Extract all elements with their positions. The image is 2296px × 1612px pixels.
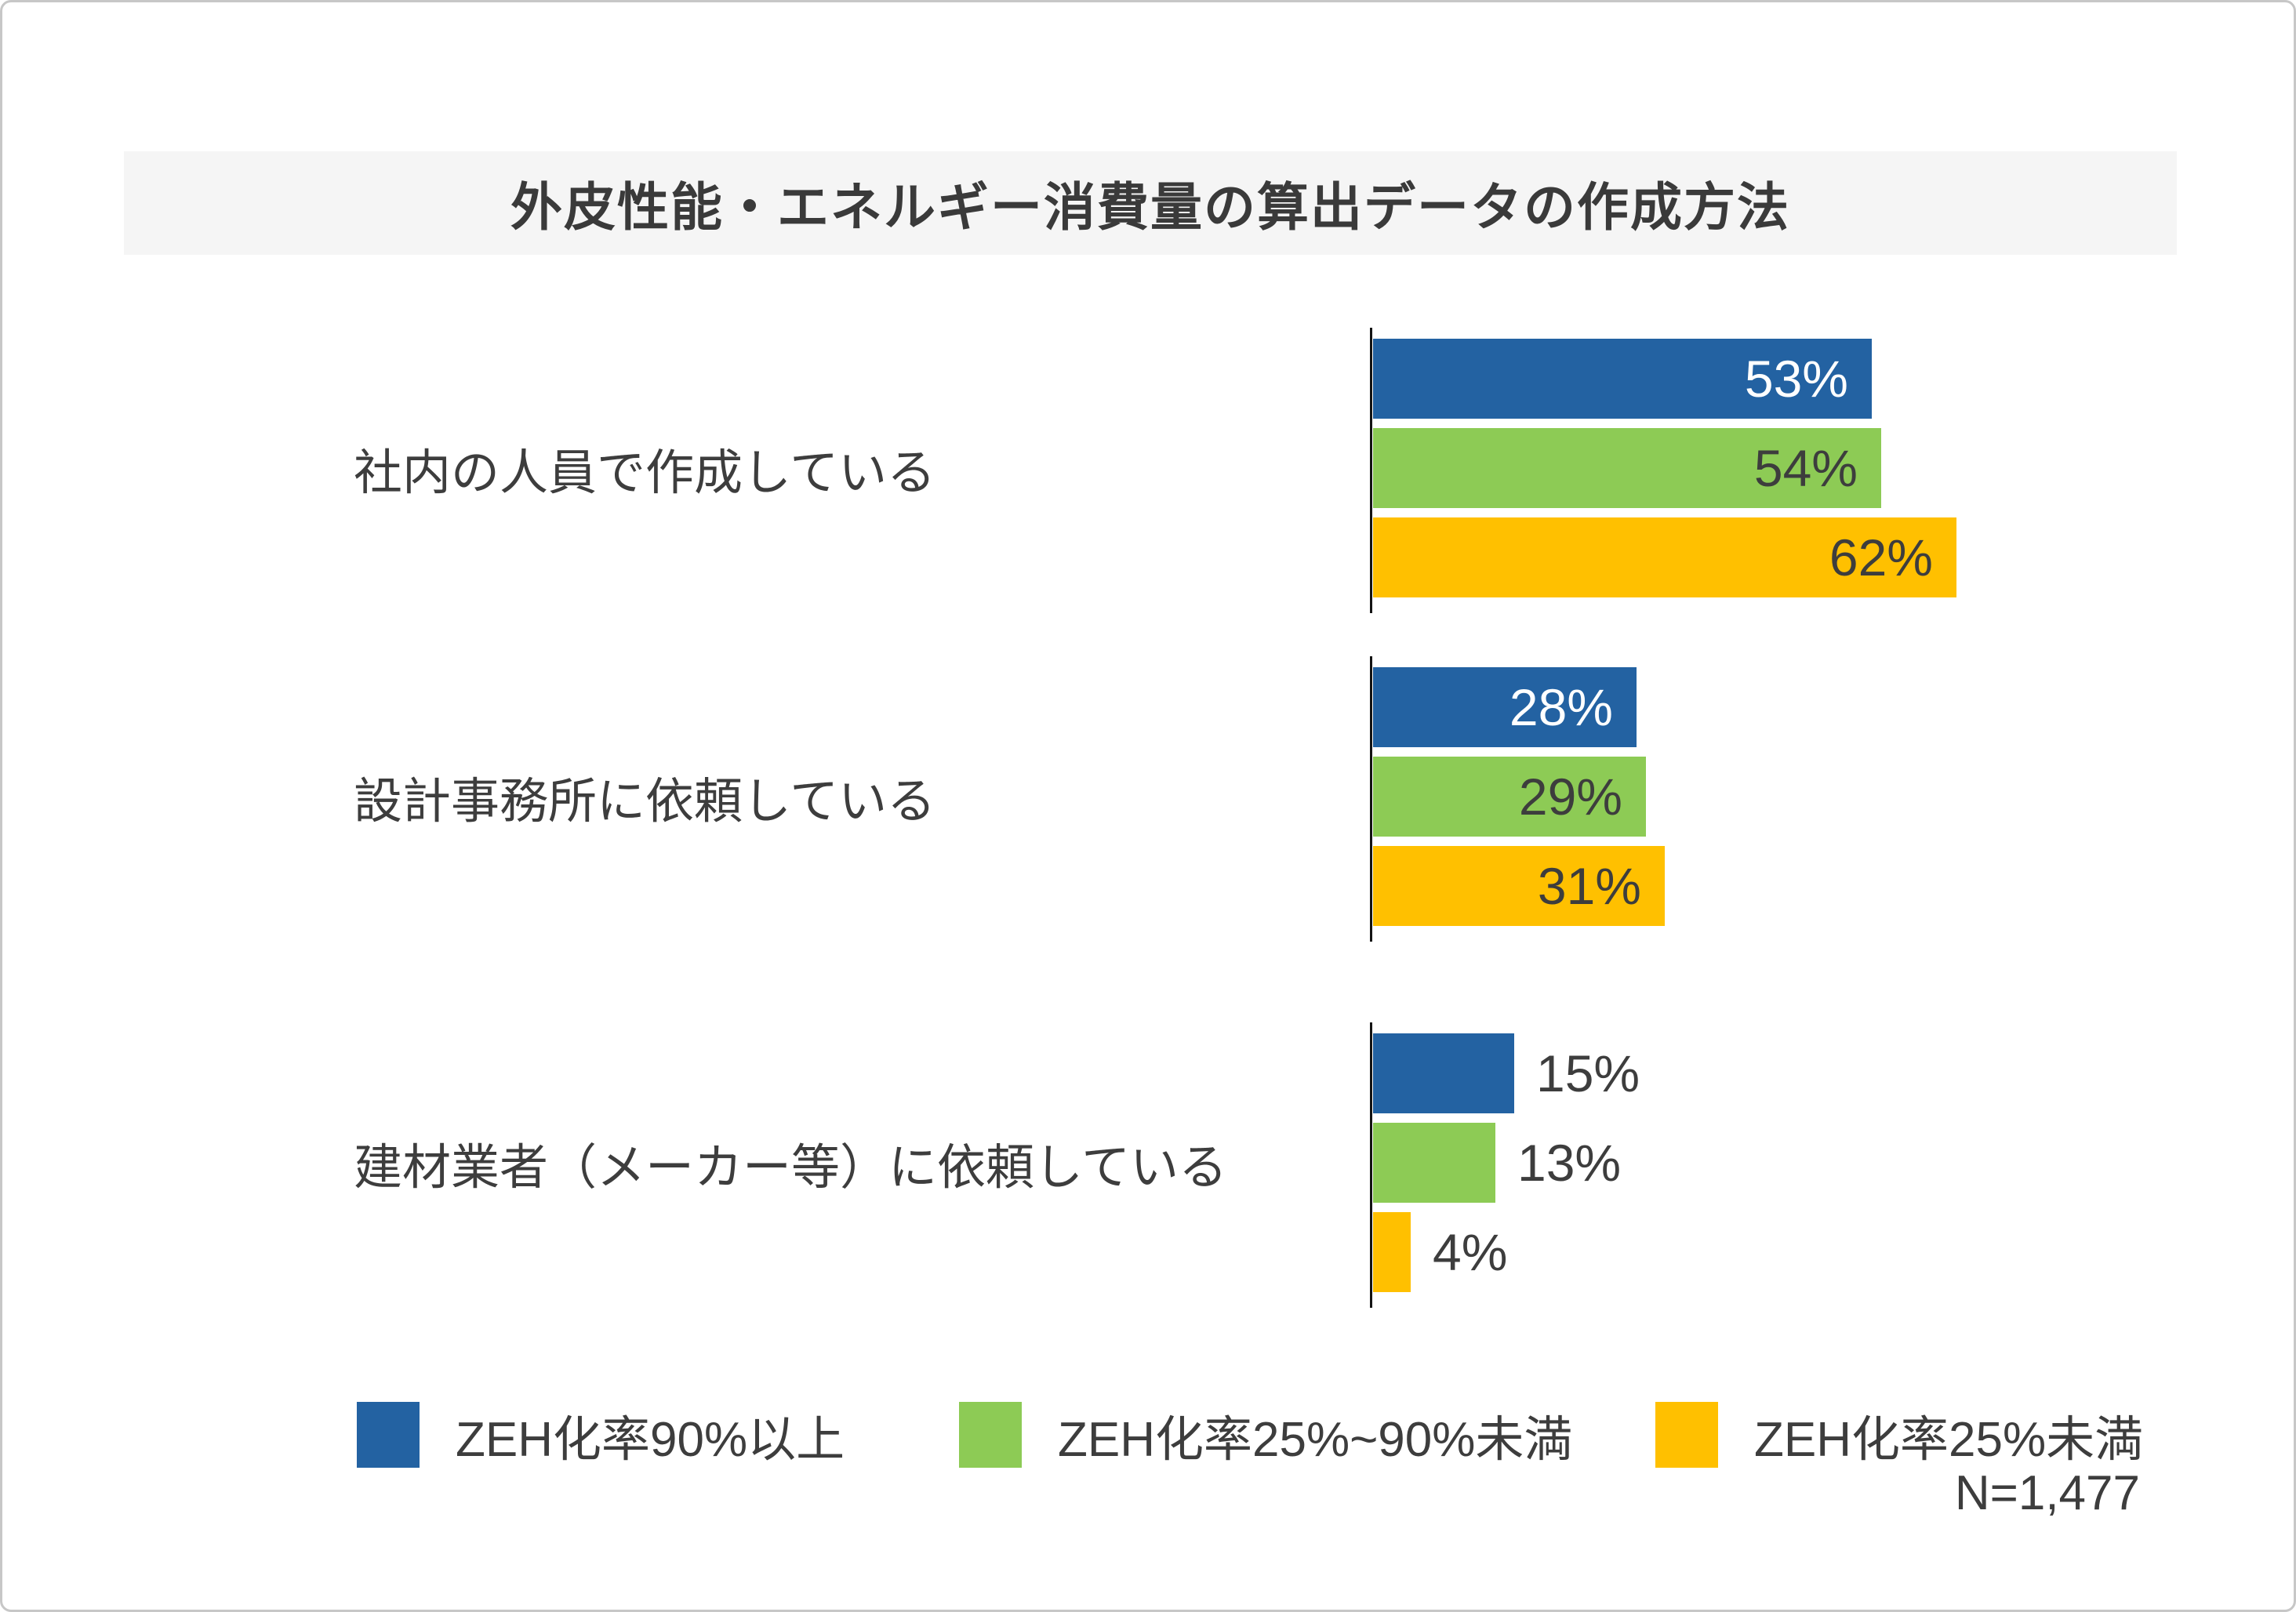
legend-label: ZEH化率25%未満 bbox=[1754, 1413, 2144, 1467]
bar-value-label: 62% bbox=[1829, 528, 1933, 586]
legend-item: ZEH化率90%以上 bbox=[357, 1400, 845, 1469]
bar-value-label: 31% bbox=[1537, 857, 1641, 915]
bar: 15% bbox=[1373, 1033, 1640, 1113]
legend-swatch bbox=[1655, 1402, 1718, 1468]
bar: 62% bbox=[1373, 517, 1956, 597]
axis-baseline bbox=[1370, 656, 1372, 942]
bar: 53% bbox=[1373, 339, 1872, 419]
category-label: 社内の人員で作成している bbox=[354, 446, 936, 500]
sample-size-note: N=1,477 bbox=[1954, 1466, 2140, 1520]
bar-value-label: 13% bbox=[1517, 1134, 1622, 1192]
bar: 4% bbox=[1373, 1212, 1507, 1292]
category-group: 設計事務所に依頼している 28% 29% 31% bbox=[2, 656, 2294, 942]
legend: ZEH化率90%以上 ZEH化率25%~90%未満 ZEH化率25%未満 bbox=[2, 1400, 2294, 1471]
bar: 31% bbox=[1373, 846, 1665, 926]
axis-baseline bbox=[1370, 328, 1372, 613]
chart-title-band: 外皮性能・エネルギー消費量の算出データの作成方法 bbox=[124, 151, 2177, 255]
bar-value-label: 28% bbox=[1509, 678, 1613, 736]
legend-swatch bbox=[959, 1402, 1022, 1468]
legend-swatch bbox=[357, 1402, 420, 1468]
bar: 54% bbox=[1373, 428, 1881, 508]
bar-value-label: 29% bbox=[1518, 768, 1622, 826]
legend-item: ZEH化率25%未満 bbox=[1655, 1400, 2143, 1469]
bar-value-label: 54% bbox=[1753, 439, 1858, 497]
axis-baseline bbox=[1370, 1022, 1372, 1308]
category-label: 設計事務所に依頼している bbox=[354, 775, 936, 829]
legend-label: ZEH化率90%以上 bbox=[456, 1413, 845, 1467]
category-group: 社内の人員で作成している 53% 54% 62% bbox=[2, 328, 2294, 613]
category-group: 建材業者（メーカー等）に依頼している 15% 13% 4% bbox=[2, 1022, 2294, 1308]
bar-value-label: 15% bbox=[1536, 1044, 1640, 1102]
category-label: 建材業者（メーカー等）に依頼している bbox=[354, 1141, 1228, 1195]
bar-value-label: 4% bbox=[1433, 1223, 1508, 1281]
legend-label: ZEH化率25%~90%未満 bbox=[1058, 1413, 1573, 1467]
chart-title: 外皮性能・エネルギー消費量の算出データの作成方法 bbox=[510, 178, 1790, 236]
bar: 28% bbox=[1373, 667, 1637, 747]
bar-value-label: 53% bbox=[1744, 350, 1848, 408]
legend-item: ZEH化率25%~90%未満 bbox=[959, 1400, 1572, 1469]
bar: 29% bbox=[1373, 757, 1646, 837]
bar: 13% bbox=[1373, 1123, 1621, 1203]
